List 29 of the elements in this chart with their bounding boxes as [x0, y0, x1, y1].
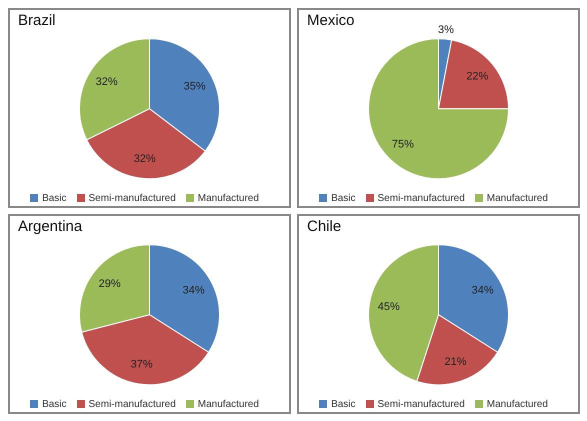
- data-label: 22%: [466, 70, 489, 83]
- chart-title: Argentina: [18, 218, 82, 235]
- legend-label: Basic: [331, 399, 356, 410]
- legend-label: Semi-manufactured: [88, 399, 176, 410]
- data-label: 29%: [98, 278, 121, 290]
- legend-label: Basic: [331, 193, 356, 204]
- legend-label: Semi-manufactured: [88, 193, 176, 204]
- chart-title: Brazil: [18, 12, 56, 29]
- data-label: 45%: [378, 300, 400, 313]
- legend-label: Basic: [42, 193, 67, 204]
- chart-title: Mexico: [307, 12, 355, 29]
- data-label: 32%: [96, 76, 118, 88]
- data-label: 32%: [134, 152, 156, 165]
- data-label: 35%: [184, 80, 206, 92]
- legend-label: Semi-manufactured: [378, 399, 465, 410]
- data-label: 3%: [438, 24, 454, 36]
- legend-label: Basic: [42, 399, 67, 410]
- data-label: 34%: [472, 284, 494, 296]
- pie-slice: [368, 38, 509, 180]
- legend-label: Manufactured: [198, 193, 259, 204]
- data-label: 21%: [444, 356, 467, 368]
- data-label: 34%: [182, 284, 205, 296]
- chart-title: Chile: [307, 218, 342, 235]
- legend-label: Manufactured: [198, 399, 259, 410]
- data-label: 37%: [130, 358, 153, 371]
- legend-label: Manufactured: [486, 399, 548, 410]
- legend-label: Semi-manufactured: [378, 193, 465, 204]
- data-label: 75%: [392, 138, 414, 150]
- legend-label: Manufactured: [486, 193, 548, 204]
